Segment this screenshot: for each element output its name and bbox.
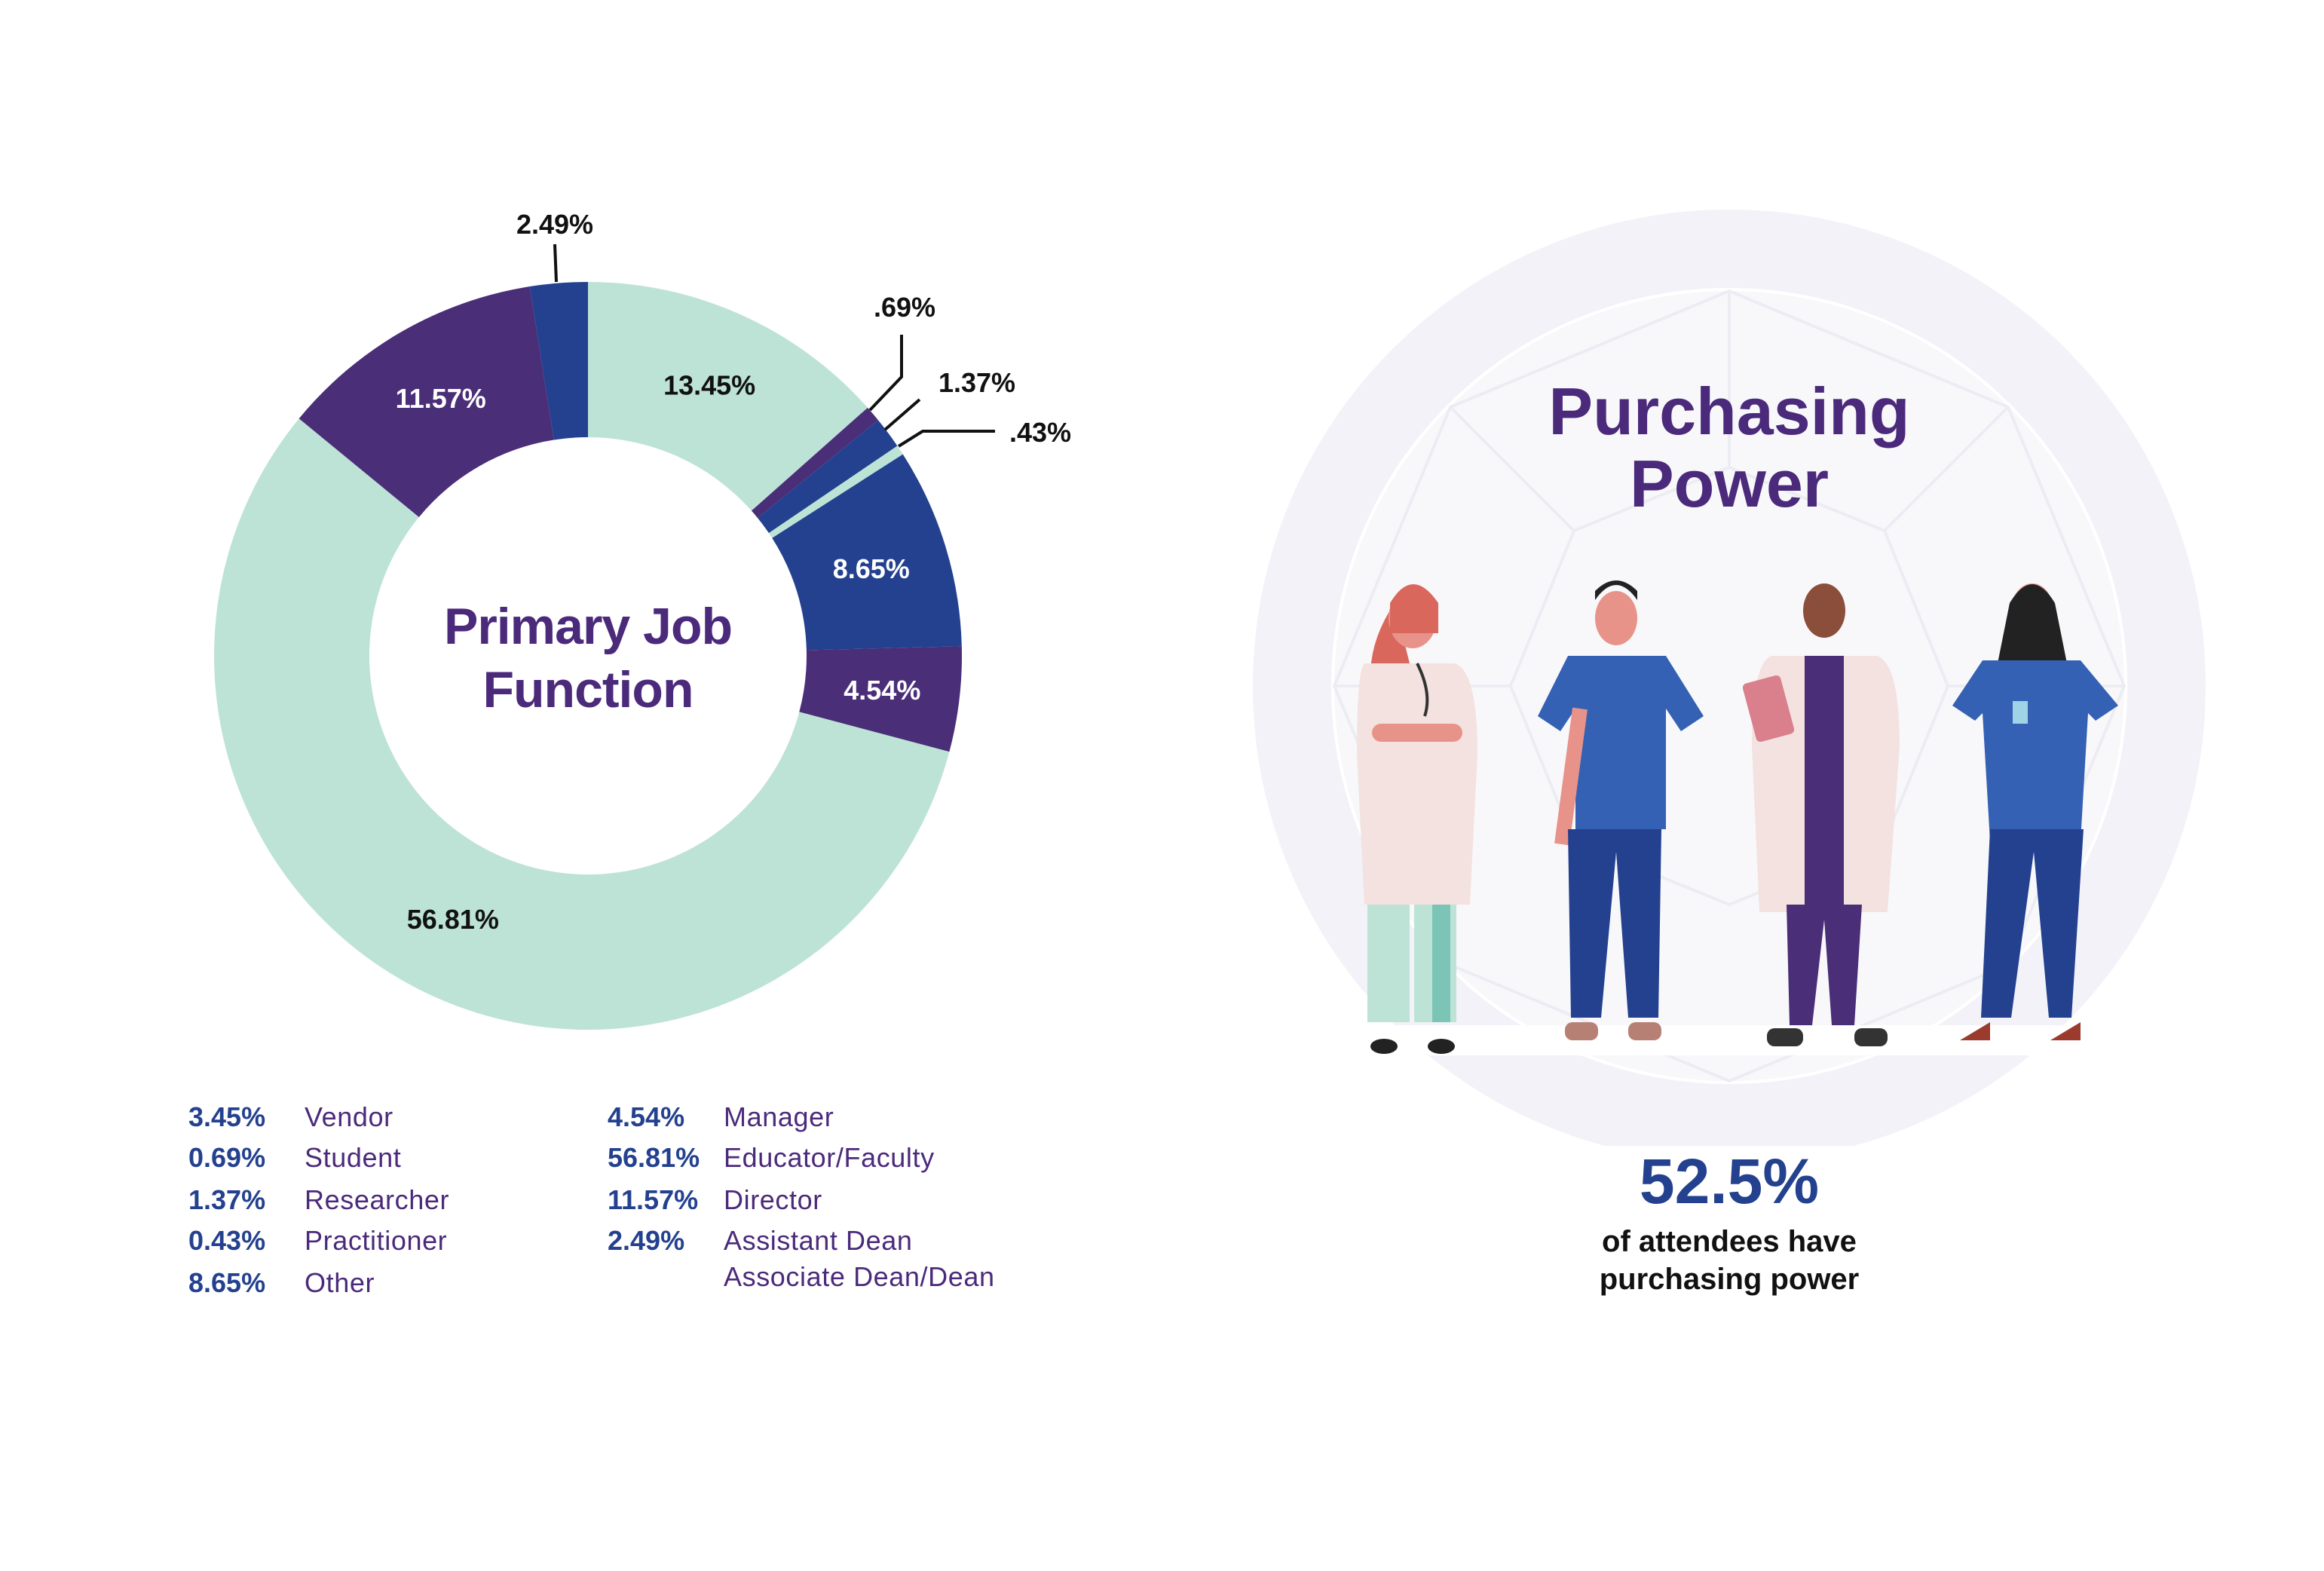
donut-slice [799,646,962,752]
donut-slice [751,407,878,519]
slice-label: 2.49% [516,209,593,240]
chart-title: Primary Job Function [362,596,814,722]
legend-percent: 11.57% [608,1185,699,1215]
person-nurse-woman [1952,583,2118,1040]
donut-slice [588,282,868,511]
legend-percent: 4.54% [608,1102,685,1132]
leader-line [883,398,921,431]
legend-percent: 56.81% [608,1143,700,1173]
legend-percent: 3.45% [188,1102,266,1132]
slice-label: .43% [1009,417,1071,448]
person-nurse-man [1538,580,1704,1040]
purchasing-stat: 52.5% [1639,1146,1820,1217]
legend-percent: 0.69% [188,1143,266,1173]
legend-label: Practitioner [305,1226,448,1256]
slice-label: 11.57% [396,383,486,414]
bg-ring [1253,210,2206,1146]
slice-label: 4.54% [844,675,920,706]
leader-line [897,430,995,448]
purchasing-stat-caption: of attendees have purchasing power [1503,1224,1955,1300]
donut-slice [529,282,588,440]
chart-title-line2: Function [482,662,694,719]
slice-label: 1.37% [938,367,1015,398]
legend-label: Assistant Dean [724,1226,913,1256]
legend-label: Researcher [305,1185,450,1215]
people-illustration [1253,210,2206,1146]
chart-title-line1: Primary Job [443,599,733,656]
title-line1: Purchasing [1548,375,1910,449]
donut-slice [768,446,903,538]
title-line2: Power [1629,448,1829,522]
legend-label: Associate Dean/Dean [724,1262,995,1292]
slice-label: 13.45% [663,370,755,401]
person-doctor-woman [1357,584,1477,1054]
caption-line2: purchasing power [1599,1263,1860,1297]
legend-label: Manager [724,1102,834,1132]
leader-line [868,335,903,412]
slice-label: 8.65% [833,553,910,584]
donut-chart: 13.45% .69% 1.37% .43% 8.65% 4.54% 56.81% 11.57… [213,209,1071,1030]
slice-label: 56.81% [407,904,499,935]
slice-label: .69% [874,292,935,323]
legend-label: Vendor [305,1102,393,1132]
donut-slice [772,454,962,651]
legend-percent: 2.49% [608,1226,685,1256]
legend-label: Student [305,1143,402,1173]
leader-line [553,243,558,283]
caption-line1: of attendees have [1602,1226,1857,1259]
donut-slice [213,418,950,1030]
legend-label: Educator/Faculty [724,1143,935,1173]
legend-percent: 8.65% [188,1268,266,1298]
legend-percent: 1.37% [188,1185,266,1215]
legend-percent: 0.43% [188,1226,266,1256]
legend-label: Other [305,1268,375,1298]
donut-slice [299,286,554,517]
person-doctor-man [1742,583,1900,1046]
donut-slice [758,420,898,534]
legend-label: Director [724,1185,822,1215]
purchasing-power-title: Purchasing Power [1428,375,2031,522]
